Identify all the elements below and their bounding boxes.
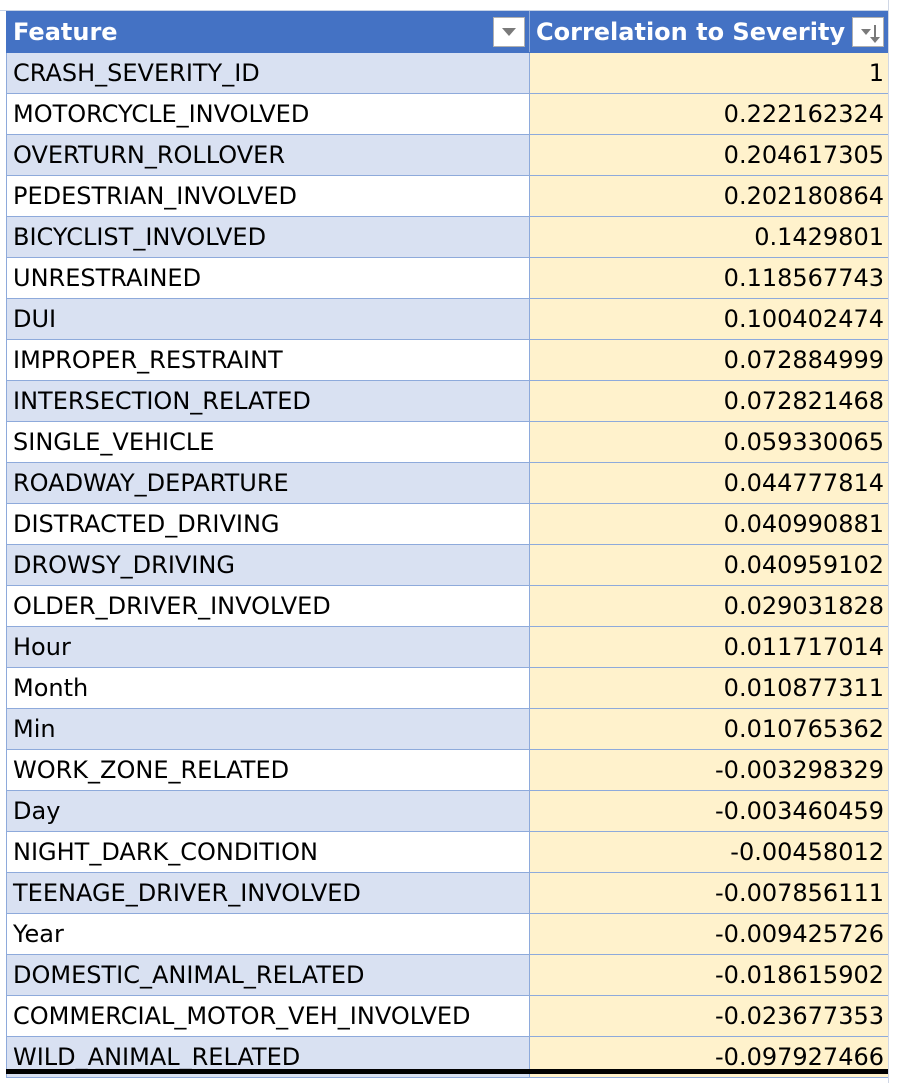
table-row: ROADWAY_DEPARTURE 0.044777814 bbox=[6, 462, 889, 504]
table-row: INTERSECTION_RELATED 0.072821468 bbox=[6, 380, 889, 422]
header-cell-correlation[interactable]: Correlation to Severity bbox=[529, 11, 889, 53]
table-row: PEDESTRIAN_INVOLVED 0.202180864 bbox=[6, 175, 889, 217]
correlation-cell[interactable]: 0.204617305 bbox=[529, 134, 889, 176]
feature-cell[interactable]: COMMERCIAL_MOTOR_VEH_INVOLVED bbox=[6, 995, 530, 1037]
feature-cell[interactable]: DUI bbox=[6, 298, 530, 340]
feature-cell[interactable]: DOMESTIC_ANIMAL_RELATED bbox=[6, 954, 530, 996]
feature-cell[interactable]: INTERSECTION_RELATED bbox=[6, 380, 530, 422]
correlation-cell[interactable]: 0.040959102 bbox=[529, 544, 889, 586]
table-row: OVERTURN_ROLLOVER 0.204617305 bbox=[6, 134, 889, 176]
table-row: DROWSY_DRIVING 0.040959102 bbox=[6, 544, 889, 586]
table-row: DUI 0.100402474 bbox=[6, 298, 889, 340]
feature-cell[interactable]: WORK_ZONE_RELATED bbox=[6, 749, 530, 791]
table-row: Hour 0.011717014 bbox=[6, 626, 889, 668]
feature-cell[interactable]: MOTORCYCLE_INVOLVED bbox=[6, 93, 530, 135]
feature-cell[interactable]: TEENAGE_DRIVER_INVOLVED bbox=[6, 872, 530, 914]
feature-cell[interactable]: OLDER_DRIVER_INVOLVED bbox=[6, 585, 530, 627]
header-feature-label: Feature bbox=[13, 17, 118, 46]
table-row: TEENAGE_DRIVER_INVOLVED -0.007856111 bbox=[6, 872, 889, 914]
feature-cell[interactable]: IMPROPER_RESTRAINT bbox=[6, 339, 530, 381]
header-cell-feature[interactable]: Feature bbox=[6, 11, 530, 53]
feature-cell[interactable]: SINGLE_VEHICLE bbox=[6, 421, 530, 463]
feature-cell[interactable]: DISTRACTED_DRIVING bbox=[6, 503, 530, 545]
table-row: DOMESTIC_ANIMAL_RELATED -0.018615902 bbox=[6, 954, 889, 996]
feature-cell[interactable]: NIGHT_DARK_CONDITION bbox=[6, 831, 530, 873]
correlation-cell[interactable]: -0.003298329 bbox=[529, 749, 889, 791]
column-header-strip bbox=[0, 0, 897, 11]
table-row: NIGHT_DARK_CONDITION -0.00458012 bbox=[6, 831, 889, 873]
table-row: DISTRACTED_DRIVING 0.040990881 bbox=[6, 503, 889, 545]
table-row: Year -0.009425726 bbox=[6, 913, 889, 955]
correlation-cell[interactable]: 1 bbox=[529, 52, 889, 94]
correlation-cell[interactable]: -0.00458012 bbox=[529, 831, 889, 873]
correlation-cell[interactable]: -0.007856111 bbox=[529, 872, 889, 914]
dropdown-arrow-icon bbox=[860, 29, 871, 35]
table-row: Month 0.010877311 bbox=[6, 667, 889, 709]
feature-cell[interactable]: UNRESTRAINED bbox=[6, 257, 530, 299]
correlation-cell[interactable]: 0.100402474 bbox=[529, 298, 889, 340]
dropdown-arrow-icon bbox=[502, 28, 516, 36]
table-row: IMPROPER_RESTRAINT 0.072884999 bbox=[6, 339, 889, 381]
feature-cell[interactable]: Month bbox=[6, 667, 530, 709]
feature-cell[interactable]: BICYCLIST_INVOLVED bbox=[6, 216, 530, 258]
correlation-cell[interactable]: 0.059330065 bbox=[529, 421, 889, 463]
feature-cell[interactable]: Year bbox=[6, 913, 530, 955]
table-bottom-border bbox=[6, 1069, 888, 1074]
header-correlation-label: Correlation to Severity bbox=[536, 17, 846, 46]
feature-cell[interactable]: Day bbox=[6, 790, 530, 832]
table-row: SINGLE_VEHICLE 0.059330065 bbox=[6, 421, 889, 463]
correlation-table: Feature Correlation to Severity CRASH_SE… bbox=[6, 11, 889, 1078]
feature-filter-button[interactable] bbox=[493, 17, 525, 47]
table-row: MOTORCYCLE_INVOLVED 0.222162324 bbox=[6, 93, 889, 135]
correlation-cell[interactable]: -0.018615902 bbox=[529, 954, 889, 996]
correlation-cell[interactable]: 0.044777814 bbox=[529, 462, 889, 504]
table-row: CRASH_SEVERITY_ID 1 bbox=[6, 52, 889, 94]
correlation-cell[interactable]: 0.1429801 bbox=[529, 216, 889, 258]
table-row: UNRESTRAINED 0.118567743 bbox=[6, 257, 889, 299]
feature-cell[interactable]: ROADWAY_DEPARTURE bbox=[6, 462, 530, 504]
feature-cell[interactable]: PEDESTRIAN_INVOLVED bbox=[6, 175, 530, 217]
feature-cell[interactable]: DROWSY_DRIVING bbox=[6, 544, 530, 586]
feature-cell[interactable]: CRASH_SEVERITY_ID bbox=[6, 52, 530, 94]
correlation-cell[interactable]: -0.003460459 bbox=[529, 790, 889, 832]
adjacent-column-edge bbox=[888, 0, 897, 1083]
correlation-cell[interactable]: -0.023677353 bbox=[529, 995, 889, 1037]
correlation-cell[interactable]: 0.010765362 bbox=[529, 708, 889, 750]
table-row: WORK_ZONE_RELATED -0.003298329 bbox=[6, 749, 889, 791]
table-row: COMMERCIAL_MOTOR_VEH_INVOLVED -0.02367735… bbox=[6, 995, 889, 1037]
correlation-cell[interactable]: 0.202180864 bbox=[529, 175, 889, 217]
correlation-cell[interactable]: 0.040990881 bbox=[529, 503, 889, 545]
table-header-row: Feature Correlation to Severity bbox=[6, 11, 889, 53]
correlation-cell[interactable]: 0.029031828 bbox=[529, 585, 889, 627]
feature-cell[interactable]: OVERTURN_ROLLOVER bbox=[6, 134, 530, 176]
feature-cell[interactable]: Hour bbox=[6, 626, 530, 668]
table-row: Min 0.010765362 bbox=[6, 708, 889, 750]
correlation-cell[interactable]: 0.011717014 bbox=[529, 626, 889, 668]
correlation-cell[interactable]: 0.222162324 bbox=[529, 93, 889, 135]
correlation-cell[interactable]: 0.118567743 bbox=[529, 257, 889, 299]
table-row: BICYCLIST_INVOLVED 0.1429801 bbox=[6, 216, 889, 258]
correlation-cell[interactable]: 0.010877311 bbox=[529, 667, 889, 709]
correlation-cell[interactable]: -0.009425726 bbox=[529, 913, 889, 955]
sort-descending-icon bbox=[869, 25, 880, 43]
correlation-cell[interactable]: 0.072884999 bbox=[529, 339, 889, 381]
correlation-filter-button[interactable] bbox=[852, 17, 884, 47]
correlation-cell[interactable]: 0.072821468 bbox=[529, 380, 889, 422]
table-row: Day -0.003460459 bbox=[6, 790, 889, 832]
feature-cell[interactable]: Min bbox=[6, 708, 530, 750]
table-row: OLDER_DRIVER_INVOLVED 0.029031828 bbox=[6, 585, 889, 627]
